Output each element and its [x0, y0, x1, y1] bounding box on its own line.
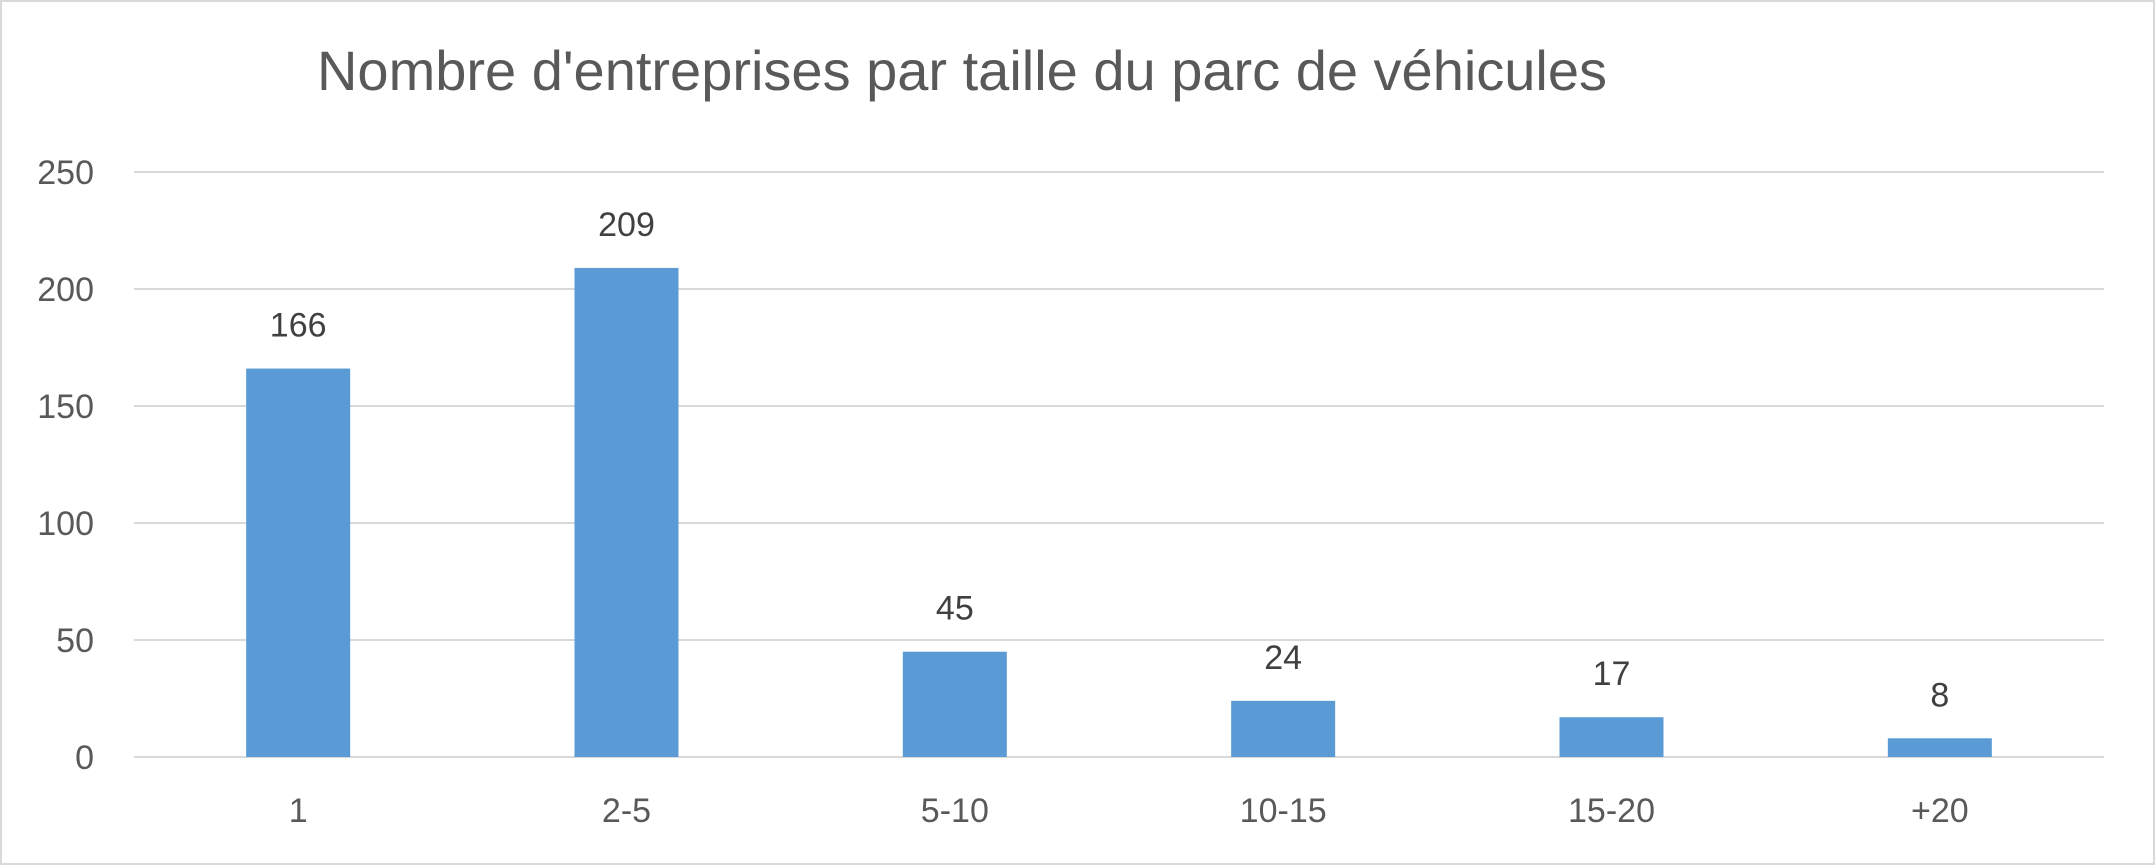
data-label: 8 — [1930, 676, 1949, 714]
x-axis-ticks: 1 2-5 5-10 10-15 15-20 +20 — [289, 792, 1969, 830]
y-tick-label: 50 — [56, 622, 94, 660]
bar — [1559, 717, 1664, 757]
y-tick-label: 150 — [37, 388, 94, 426]
data-label: 209 — [598, 206, 655, 244]
y-tick-label: 0 — [75, 739, 94, 777]
data-labels: 166 209 45 24 17 8 — [270, 206, 1949, 714]
data-label: 45 — [936, 590, 974, 628]
bars — [246, 267, 1992, 757]
y-tick-label: 100 — [37, 505, 94, 543]
x-tick-label: 1 — [289, 792, 308, 830]
data-label: 17 — [1593, 655, 1631, 693]
data-label: 24 — [1264, 639, 1302, 677]
bar — [1231, 700, 1336, 757]
x-tick-label: +20 — [1911, 792, 1969, 830]
bar — [574, 267, 679, 757]
x-tick-label: 2-5 — [602, 792, 651, 830]
data-label: 166 — [270, 307, 327, 345]
y-axis-ticks: 0 50 100 150 200 250 — [37, 154, 94, 777]
x-tick-label: 15-20 — [1568, 792, 1655, 830]
x-tick-label: 10-15 — [1240, 792, 1327, 830]
chart-title: Nombre d'entreprises par taille du parc … — [317, 39, 1607, 102]
bar — [246, 368, 351, 757]
y-tick-label: 200 — [37, 271, 94, 309]
y-tick-label: 250 — [37, 154, 94, 192]
bar — [1887, 738, 1992, 757]
gridlines — [134, 171, 2104, 758]
bar — [902, 651, 1007, 757]
x-tick-label: 5-10 — [921, 792, 989, 830]
